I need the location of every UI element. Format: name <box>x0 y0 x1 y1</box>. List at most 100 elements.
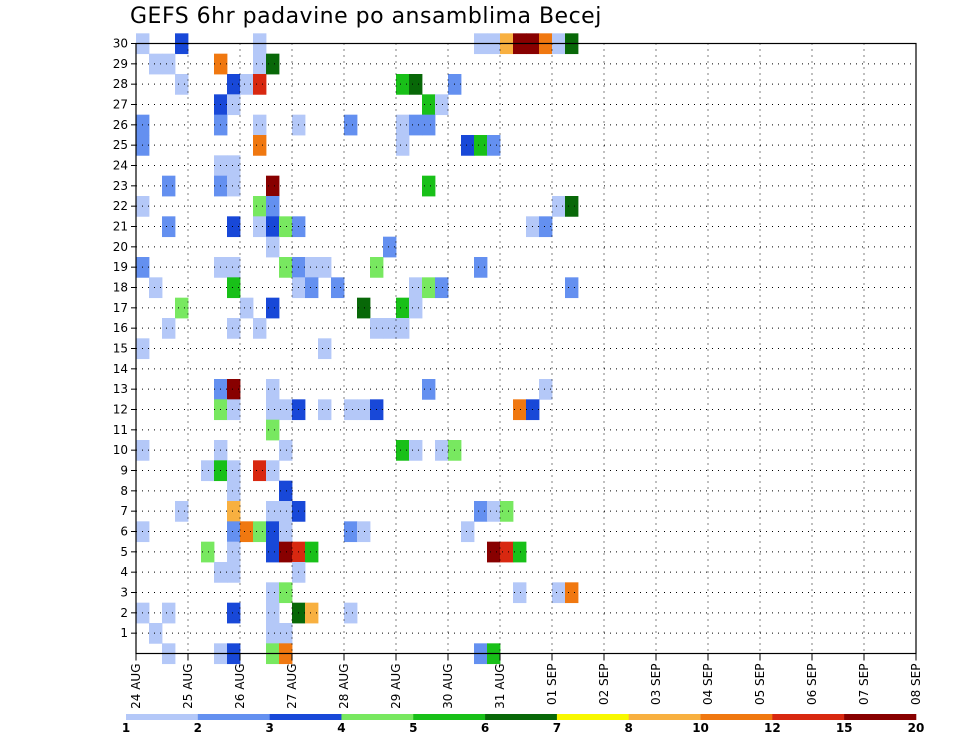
heatmap-cell <box>422 114 436 136</box>
y-tick-label: 8 <box>120 484 128 498</box>
x-tick-label: 30 AUG <box>441 664 455 709</box>
heatmap-cell <box>552 582 566 604</box>
heatmap-cell <box>253 196 267 217</box>
heatmap-cell <box>227 175 241 197</box>
heatmap-cell <box>396 297 410 319</box>
heatmap-cell <box>513 582 527 604</box>
heatmap-cell <box>422 175 436 197</box>
y-tick-label: 10 <box>113 443 128 457</box>
heatmap-cell <box>227 501 241 522</box>
heatmap-cell <box>266 623 280 644</box>
y-tick-label: 11 <box>113 423 128 437</box>
y-tick-label: 26 <box>113 118 128 132</box>
y-tick-label: 19 <box>113 260 128 274</box>
x-tick-label: 01 SEP <box>545 664 559 706</box>
chart-title: GEFS 6hr padavine po ansamblima Becej <box>130 4 602 29</box>
heatmap-cell <box>240 521 254 543</box>
colorbar-label: 8 <box>625 721 633 735</box>
heatmap-cell <box>149 53 163 75</box>
y-tick-label: 30 <box>113 37 128 51</box>
heatmap-cell <box>305 541 319 563</box>
colorbar-swatch <box>772 714 845 720</box>
heatmap-cell <box>435 440 449 461</box>
heatmap-cell <box>409 440 423 461</box>
y-tick-label: 25 <box>113 138 128 152</box>
y-tick-label: 1 <box>120 626 128 640</box>
colorbar-swatch <box>844 714 917 720</box>
y-tick-label: 21 <box>113 220 128 234</box>
heatmap-cell <box>227 399 241 421</box>
heatmap-cell <box>253 74 267 95</box>
heatmap-cell <box>227 460 241 482</box>
y-tick-label: 16 <box>113 321 128 335</box>
heatmap-cell <box>227 562 241 583</box>
grid-layer <box>136 43 916 654</box>
heatmap-cell <box>331 277 345 299</box>
y-tick-label: 9 <box>120 464 128 478</box>
heatmap-cell <box>266 379 280 400</box>
heatmap-cell <box>162 318 176 339</box>
heatmap-cell <box>175 297 189 319</box>
heatmap-cell <box>513 541 527 563</box>
heatmap-cell <box>240 297 254 319</box>
heatmap-cell <box>396 318 410 339</box>
heatmap-cell <box>422 277 436 299</box>
heatmap-cell <box>279 582 293 604</box>
colorbar-label: 2 <box>194 721 202 735</box>
x-tick-label: 07 SEP <box>857 664 871 706</box>
heatmap-cell <box>253 460 267 482</box>
colorbar-swatch <box>197 714 270 720</box>
y-tick-label: 3 <box>120 586 128 600</box>
heatmap-cell <box>227 94 241 116</box>
heatmap-cell <box>227 521 241 543</box>
heatmap-cell <box>409 114 423 136</box>
heatmap-cell <box>422 94 436 116</box>
heatmap-cell <box>227 277 241 299</box>
y-axis: 1234567891011121314151617181920212223242… <box>113 37 136 640</box>
heatmap-cell <box>227 602 241 624</box>
colorbar-swatch <box>269 714 342 720</box>
heatmap-cell <box>474 135 488 156</box>
heatmap-cell <box>435 277 449 299</box>
x-tick-label: 27 AUG <box>285 664 299 709</box>
x-tick-label: 02 SEP <box>597 664 611 706</box>
heatmap-cell <box>279 440 293 461</box>
heatmap-cell <box>500 541 514 563</box>
heatmap-cell <box>253 53 267 75</box>
colorbar-label: 5 <box>409 721 417 735</box>
heatmap-cell <box>162 175 176 197</box>
x-tick-label: 29 AUG <box>389 664 403 709</box>
heatmap-cell <box>162 602 176 624</box>
heatmap-cell <box>266 175 280 197</box>
heatmap-cell <box>266 501 280 522</box>
heatmap-cell <box>396 440 410 461</box>
heatmap-cell <box>383 318 397 339</box>
heatmap-cell <box>357 297 371 319</box>
y-tick-label: 13 <box>113 382 128 396</box>
cells-layer <box>136 33 579 665</box>
heatmap-cell <box>253 135 267 156</box>
y-tick-label: 28 <box>113 77 128 91</box>
heatmap-cell <box>318 257 332 278</box>
y-tick-label: 23 <box>113 179 128 193</box>
colorbar-label: 20 <box>908 721 925 735</box>
heatmap-cell <box>227 216 241 238</box>
heatmap-cell <box>435 94 449 116</box>
heatmap-cell <box>552 196 566 217</box>
y-tick-label: 4 <box>120 565 128 579</box>
x-tick-label: 26 AUG <box>233 664 247 709</box>
heatmap-cell <box>344 602 358 624</box>
y-tick-label: 5 <box>120 545 128 559</box>
colorbar-swatch <box>700 714 773 720</box>
heatmap-cell <box>513 399 527 421</box>
heatmap-cell <box>409 74 423 95</box>
heatmap-cell <box>227 379 241 400</box>
heatmap-cell <box>227 257 241 278</box>
heatmap-cell <box>227 480 241 502</box>
y-tick-label: 18 <box>113 281 128 295</box>
heatmap-cell <box>487 541 501 563</box>
heatmap-cell <box>253 114 267 136</box>
colorbar-swatch <box>628 714 701 720</box>
x-tick-label: 28 AUG <box>337 664 351 709</box>
heatmap-cell <box>279 399 293 421</box>
